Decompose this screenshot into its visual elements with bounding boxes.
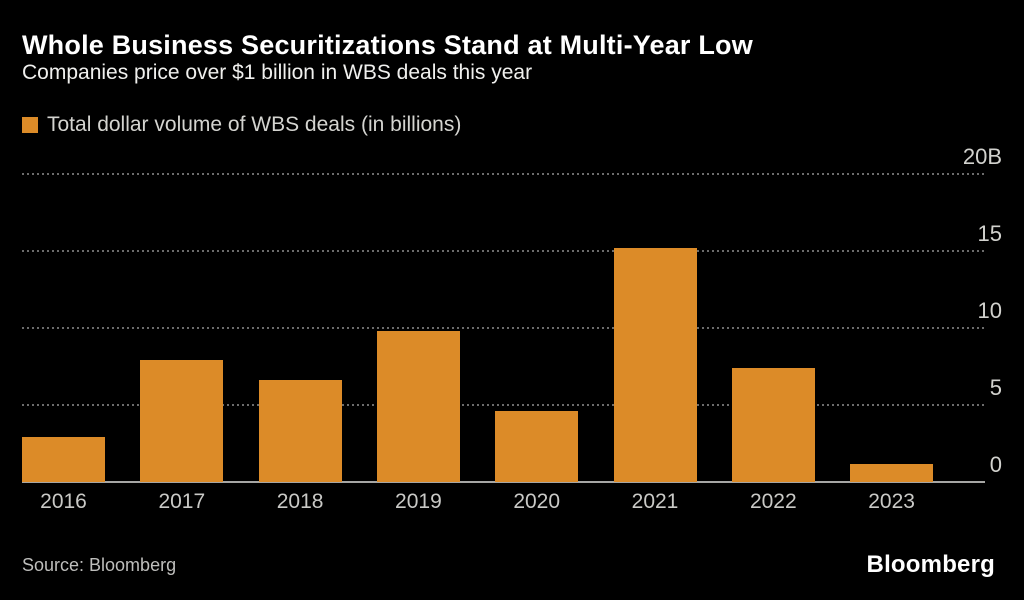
bloomberg-logo: Bloomberg: [866, 551, 995, 578]
bar-2017: [140, 360, 224, 482]
y-axis-tick-label: 15: [977, 221, 1002, 246]
plot-area: 20B 15 10 5 0 2016 2017 2018 2019 2020 2021 2022 202…: [22, 144, 1002, 513]
bar-2019: [376, 331, 460, 482]
x-axis-label: 2016: [40, 490, 87, 513]
gridline: [22, 327, 985, 329]
y-axis-tick-label: 0: [989, 452, 1002, 477]
x-axis-label: 2022: [749, 490, 797, 513]
chart-subtitle: Companies price over $1 billion in WBS d…: [22, 61, 533, 84]
gridline: [22, 250, 985, 252]
legend-label: Total dollar volume of WBS deals (in bil…: [47, 113, 462, 136]
gridline: [22, 404, 985, 406]
legend: Total dollar volume of WBS deals (in bil…: [22, 113, 461, 137]
x-axis-label: 2017: [158, 490, 206, 513]
x-axis-label: 2023: [868, 490, 915, 513]
bar-2021: [613, 247, 697, 482]
y-axis-tick-label: 20B: [962, 144, 1002, 169]
bar-2022: [731, 368, 815, 482]
bar-2020: [495, 411, 579, 482]
x-axis-label: 2021: [631, 490, 679, 513]
x-axis-label: 2020: [513, 490, 561, 513]
bar-2016: [22, 437, 105, 482]
chart-title: Whole Business Securitizations Stand at …: [22, 30, 753, 60]
legend-swatch-icon: [22, 117, 38, 133]
y-axis-tick-label: 10: [977, 298, 1002, 323]
x-axis-line: [22, 481, 985, 483]
gridline: [22, 173, 985, 175]
x-axis-label: 2018: [276, 490, 324, 513]
y-axis-tick-label: 5: [989, 375, 1002, 400]
bar-2018: [258, 380, 342, 482]
bar-2023: [850, 463, 934, 482]
source-note: Source: Bloomberg: [22, 555, 177, 575]
x-axis-label: 2019: [395, 490, 442, 513]
